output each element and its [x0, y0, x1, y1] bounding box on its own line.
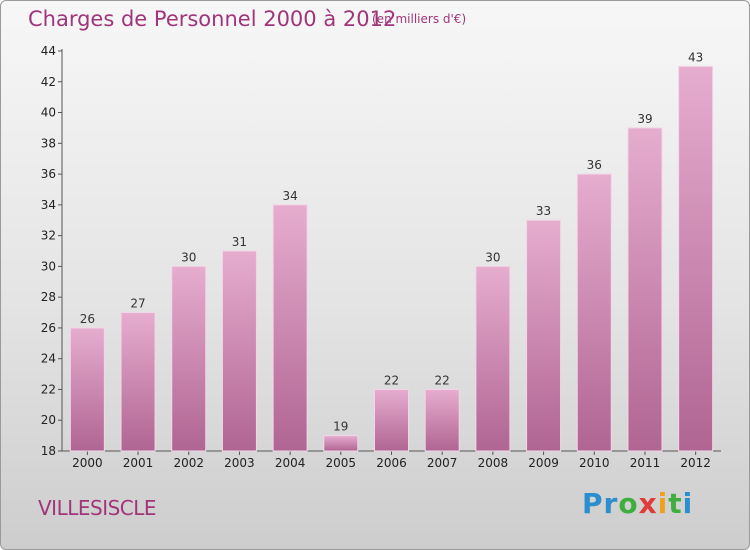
- value-label: 19: [333, 420, 348, 434]
- y-tick-label: 20: [41, 413, 56, 427]
- value-label: 27: [130, 297, 145, 311]
- value-label: 34: [282, 189, 297, 203]
- chart-title: Charges de Personnel 2000 à 2012: [28, 7, 397, 31]
- proxiti-logo[interactable]: Proxiti: [582, 487, 694, 520]
- axes: 18 20 22 24 26 28 30 32 34 36 38 40 42 44 2000 2001 2002…: [41, 44, 721, 470]
- value-label: 43: [688, 50, 703, 64]
- bar-2001: [120, 312, 156, 452]
- x-tick-label: 2010: [579, 456, 610, 470]
- y-tick-label: 36: [41, 167, 56, 181]
- x-tick-label: 2006: [376, 456, 407, 470]
- x-tick-label: 2012: [680, 456, 711, 470]
- y-tick-label: 42: [41, 75, 56, 89]
- bar-2011: [627, 127, 663, 452]
- bar-2002: [171, 265, 207, 452]
- bar-2000: [69, 327, 105, 452]
- x-tick-label: 2004: [275, 456, 306, 470]
- x-tick-label: 2003: [224, 456, 255, 470]
- value-label: 31: [232, 235, 247, 249]
- x-tick-label: 2011: [630, 456, 661, 470]
- y-tick-label: 26: [41, 321, 56, 335]
- x-tick-label: 2008: [478, 456, 509, 470]
- y-tick-label: 34: [41, 198, 56, 212]
- x-tick-label: 2002: [173, 456, 204, 470]
- value-label: 22: [384, 373, 399, 387]
- x-tick-label: 2001: [123, 456, 154, 470]
- bar-2009: [526, 219, 562, 452]
- y-tick-label: 38: [41, 136, 56, 150]
- value-label: 33: [536, 204, 551, 218]
- bar-2007: [424, 388, 460, 452]
- y-tick-label: 40: [41, 106, 56, 120]
- value-label: 39: [637, 112, 652, 126]
- y-tick-label: 28: [41, 290, 56, 304]
- value-label: 30: [181, 250, 196, 264]
- bar-2004: [272, 204, 308, 452]
- y-tick-label: 24: [41, 352, 56, 366]
- x-tick-label: 2005: [326, 456, 357, 470]
- value-label: 22: [435, 373, 450, 387]
- bar-2006: [374, 388, 409, 452]
- value-label: 30: [485, 250, 500, 264]
- y-tick-label: 18: [41, 444, 56, 458]
- bar-2003: [221, 250, 257, 452]
- bar-2010: [576, 173, 612, 452]
- y-tick-label: 30: [41, 259, 56, 273]
- x-tick-label: 2000: [72, 456, 103, 470]
- y-tick-label: 22: [41, 382, 56, 396]
- value-label: 36: [587, 158, 602, 172]
- x-tick-label: 2007: [427, 456, 458, 470]
- city-name: VILLESISCLE: [38, 496, 157, 520]
- bar-2012: [678, 65, 714, 452]
- value-label: 26: [80, 312, 95, 326]
- bars: [69, 65, 714, 452]
- bar-2008: [475, 265, 511, 452]
- chart-subtitle: (en milliers d'€): [372, 12, 467, 26]
- x-tick-label: 2009: [528, 456, 559, 470]
- bar-2005: [323, 435, 359, 452]
- y-tick-label: 32: [41, 229, 56, 243]
- data-labels: 26 27 30 31 34 19 22 22 30 33 36 39 43: [80, 50, 704, 433]
- y-tick-label: 44: [41, 44, 56, 58]
